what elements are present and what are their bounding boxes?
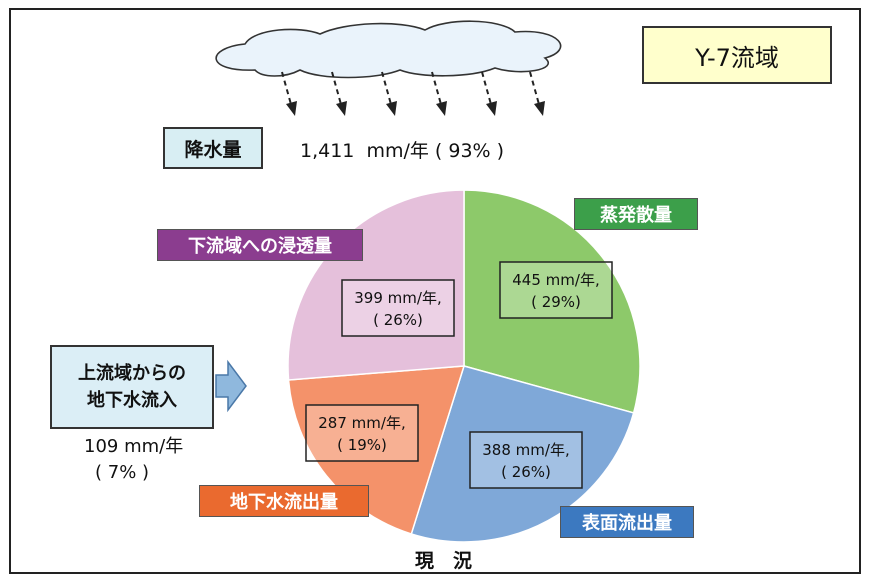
rain-arrow-head <box>486 101 497 116</box>
basin-title: Y-7流域 <box>642 26 832 84</box>
inflow-arrow-icon <box>215 359 247 413</box>
pie-chart: 445 mm/年, ( 29%) 388 mm/年, ( 26%) 287 mm/年, (… <box>287 189 641 543</box>
data-label-value-evap: 445 mm/年, <box>512 271 599 289</box>
pie-slice-surface <box>410 365 635 543</box>
inflow-label-line1: 上流域からの <box>78 363 186 384</box>
surface-runoff-tag: 表面流出量 <box>560 506 694 538</box>
rain-arrow-line <box>381 71 393 109</box>
rain-arrows <box>281 71 545 116</box>
groundwater-outflow-tag: 地下水流出量 <box>199 485 369 517</box>
inflow-label-line2: 地下水流入 <box>87 390 177 411</box>
pie-slice-ground <box>287 365 466 535</box>
data-label-value-surface: 388 mm/年, <box>482 441 569 459</box>
inflow-value: 109 mm/年 <box>84 436 184 457</box>
rain-arrow-head <box>336 101 347 116</box>
rain-arrow-line <box>331 71 343 109</box>
rain-arrow-line <box>281 71 293 109</box>
inflow-label: 上流域からの 地下水流入 <box>50 345 214 429</box>
rain-arrow-line <box>431 71 443 109</box>
rain-arrow-head <box>386 101 397 116</box>
rain-arrow-head <box>286 101 297 116</box>
cloud-icon <box>215 20 562 79</box>
data-label-pct-seep: ( 26%) <box>373 311 423 329</box>
seepage-tag: 下流域への浸透量 <box>157 229 363 261</box>
rain-arrow-line <box>481 71 493 109</box>
data-label-box-seep <box>341 279 455 337</box>
inflow-percent: ( 7% ) <box>95 462 150 483</box>
data-label-box-evap <box>499 261 613 319</box>
precipitation-label: 降水量 <box>163 127 263 169</box>
pie-slice-evap <box>463 189 641 414</box>
precipitation-value: 1,411 mm/年 ( 93% ) <box>300 140 505 162</box>
rain-arrow-head <box>534 101 545 116</box>
rain-arrow-head <box>436 101 447 116</box>
data-label-pct-evap: ( 29%) <box>531 293 581 311</box>
figure-frame <box>9 8 861 574</box>
rain-arrow-line <box>529 71 541 109</box>
data-label-box-ground <box>305 404 419 462</box>
data-label-pct-ground: ( 19%) <box>337 436 387 454</box>
data-label-pct-surface: ( 26%) <box>501 463 551 481</box>
data-label-box-surface <box>469 431 583 489</box>
evapotranspiration-tag: 蒸発散量 <box>574 198 698 230</box>
data-label-value-ground: 287 mm/年, <box>318 414 405 432</box>
caption-current-state: 現 況 <box>415 550 473 572</box>
data-label-value-seep: 399 mm/年, <box>354 289 441 307</box>
